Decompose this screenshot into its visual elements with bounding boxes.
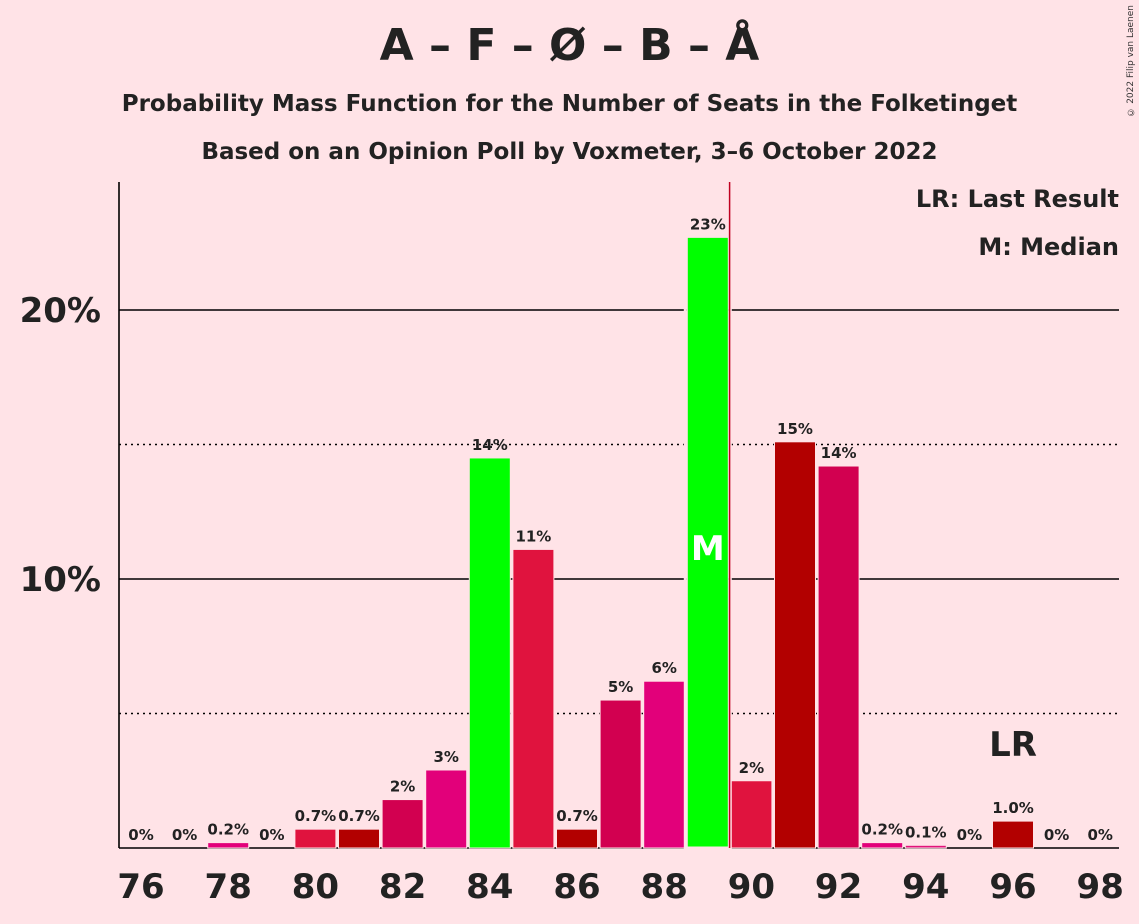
bar [425,769,468,849]
y-tick-label: 20% [20,291,101,331]
legend-last-result: LR: Last Result [915,185,1119,213]
x-tick-label: 76 [117,867,164,907]
data-label: 2% [390,778,415,796]
bar [338,828,380,849]
data-label: 5% [608,678,633,696]
bar [556,828,598,849]
data-label: 15% [777,420,813,438]
data-label: 14% [472,436,508,454]
data-label: 0% [259,826,284,844]
bar [686,236,729,849]
bar [904,844,947,849]
data-label: 0% [172,826,197,844]
y-tick-label: 10% [20,560,101,600]
x-tick-label: 90 [728,867,775,907]
x-tick-label: 78 [205,867,252,907]
copyright-note: © 2022 Filip van Laenen [1126,5,1136,117]
x-tick-label: 98 [1077,867,1124,907]
data-label: 0.1% [905,823,947,841]
data-label: 11% [515,527,551,545]
bar [730,780,773,849]
data-label: 0% [128,826,153,844]
bar [861,842,904,849]
x-tick-label: 88 [641,867,688,907]
bar [599,699,642,849]
data-label: 1.0% [992,799,1034,817]
data-label: 0.7% [338,807,380,825]
bar [643,680,686,849]
data-label: 0% [1087,826,1112,844]
bar [992,820,1034,849]
bar [817,465,860,849]
last-result-marker: LR [989,725,1037,765]
x-tick-label: 94 [902,867,949,907]
x-tick-label: 80 [292,867,339,907]
bar [774,441,816,849]
bar [294,828,337,849]
x-tick-label: 86 [553,867,600,907]
data-label: 0% [1044,826,1069,844]
data-label: 14% [821,444,857,462]
data-label: 0.7% [556,807,598,825]
median-marker: M [691,529,725,569]
data-label: 0.7% [295,807,337,825]
bar [381,799,424,849]
bar [468,457,511,849]
chart-subtitle: Probability Mass Function for the Number… [121,91,1018,117]
x-tick-label: 96 [989,867,1036,907]
data-label: 2% [739,759,764,777]
x-tick-label: 82 [379,867,426,907]
chart-source: Based on an Opinion Poll by Voxmeter, 3–… [201,139,938,165]
x-tick-label: 92 [815,867,862,907]
data-label: 0% [957,826,982,844]
legend-median: M: Median [978,233,1119,261]
data-label: 23% [690,215,726,233]
x-tick-label: 84 [466,867,513,907]
bar [207,842,250,849]
chart-title: A – F – Ø – B – Å [379,20,760,71]
bar [512,548,555,849]
data-label: 0.2% [861,821,903,839]
data-label: 3% [433,748,458,766]
data-label: 6% [651,659,676,677]
data-label: 0.2% [207,821,249,839]
